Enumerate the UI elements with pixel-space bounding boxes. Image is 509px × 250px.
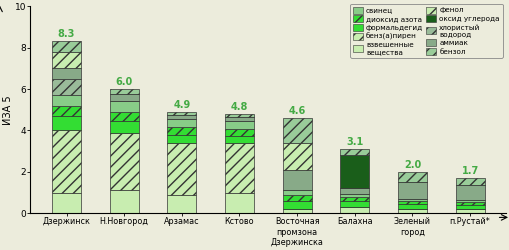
Bar	[167, 115, 196, 119]
Bar	[340, 188, 369, 194]
Text: 8.3: 8.3	[58, 30, 75, 40]
Bar	[167, 143, 196, 195]
Bar	[340, 201, 369, 207]
Bar	[224, 136, 253, 143]
Bar	[340, 149, 369, 155]
Bar	[282, 190, 311, 195]
Bar	[52, 79, 81, 95]
Bar	[52, 130, 81, 192]
Bar	[52, 42, 81, 52]
Bar	[455, 205, 484, 209]
Bar	[340, 207, 369, 213]
Bar	[340, 194, 369, 197]
Bar	[167, 134, 196, 143]
Legend: свинец, диоксид азота, формальдегид, бенз(а)пирен, взвешенные
вещества, фенол, о: свинец, диоксид азота, формальдегид, бен…	[350, 4, 501, 58]
Bar	[224, 130, 253, 136]
Bar	[109, 112, 138, 121]
Bar	[52, 52, 81, 68]
Text: 1.7: 1.7	[461, 166, 478, 176]
Bar	[455, 185, 484, 200]
Text: 4.8: 4.8	[231, 102, 248, 112]
Bar	[340, 155, 369, 188]
Bar	[224, 114, 253, 117]
Bar	[109, 190, 138, 213]
Bar	[397, 204, 426, 209]
Bar	[282, 201, 311, 209]
Bar	[455, 178, 484, 185]
Y-axis label: ИЗА 5: ИЗА 5	[4, 95, 13, 124]
Bar	[397, 172, 426, 182]
Bar	[109, 94, 138, 102]
Bar	[167, 195, 196, 213]
Bar	[397, 201, 426, 204]
Bar	[52, 68, 81, 79]
Bar	[167, 112, 196, 115]
Text: 6.0: 6.0	[116, 77, 132, 87]
Text: 4.9: 4.9	[173, 100, 190, 110]
Text: 3.1: 3.1	[346, 137, 363, 147]
Bar	[340, 197, 369, 201]
Bar	[455, 200, 484, 202]
Bar	[224, 117, 253, 121]
Bar	[397, 199, 426, 201]
Bar	[52, 106, 81, 116]
Bar	[397, 209, 426, 213]
Bar	[455, 209, 484, 213]
Bar	[109, 102, 138, 112]
Bar	[282, 195, 311, 201]
Bar	[282, 118, 311, 143]
Bar	[109, 89, 138, 94]
Bar	[109, 121, 138, 132]
Bar	[52, 192, 81, 213]
Bar	[282, 143, 311, 170]
Text: 4.6: 4.6	[288, 106, 305, 116]
Bar	[282, 170, 311, 190]
Bar	[282, 209, 311, 213]
Bar	[52, 95, 81, 106]
Bar	[167, 127, 196, 134]
Bar	[224, 143, 253, 192]
Bar	[52, 116, 81, 130]
Bar	[167, 119, 196, 127]
Bar	[224, 121, 253, 130]
Bar	[397, 182, 426, 199]
Bar	[224, 192, 253, 213]
Text: 2.0: 2.0	[403, 160, 420, 170]
Bar	[455, 202, 484, 205]
Bar	[109, 132, 138, 190]
